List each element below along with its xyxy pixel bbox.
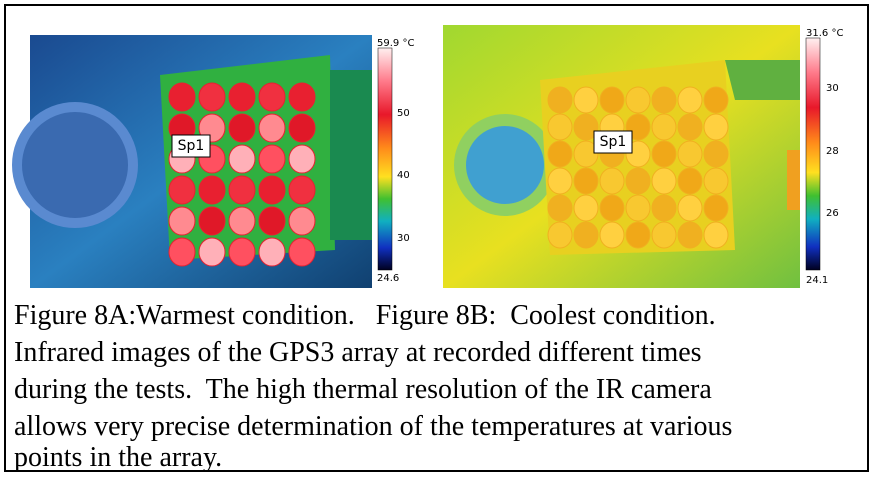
battery-cell xyxy=(289,238,315,266)
battery-cell xyxy=(600,168,624,194)
battery-cell xyxy=(548,195,572,221)
battery-cell xyxy=(199,176,225,204)
background-ring xyxy=(17,107,133,223)
battery-cell xyxy=(704,168,728,194)
colorbar-b xyxy=(806,38,820,270)
battery-cell xyxy=(574,87,598,113)
battery-cell xyxy=(600,222,624,248)
battery-cell xyxy=(678,141,702,167)
battery-cell xyxy=(199,207,225,235)
colorbar-label: 30 xyxy=(397,233,410,244)
battery-cell xyxy=(678,222,702,248)
battery-cell xyxy=(169,176,195,204)
battery-cell xyxy=(574,195,598,221)
colorbar-a xyxy=(378,48,392,270)
battery-cell xyxy=(289,176,315,204)
caption-line: Figure 8A:Warmest condition. Figure 8B: … xyxy=(14,300,716,331)
colorbar-label: 24.6 xyxy=(377,273,399,284)
caption-line: during the tests. The high thermal resol… xyxy=(14,374,712,405)
battery-cell xyxy=(704,222,728,248)
ir-image-a xyxy=(17,35,372,288)
colorbar-label: 30 xyxy=(826,83,839,94)
battery-cell xyxy=(259,238,285,266)
battery-cell xyxy=(652,195,676,221)
colorbar-label: 31.6 °C xyxy=(806,28,843,39)
hot-edge xyxy=(787,150,800,210)
battery-cell xyxy=(704,87,728,113)
battery-cell xyxy=(229,114,255,142)
battery-cell xyxy=(704,141,728,167)
battery-cell xyxy=(600,87,624,113)
battery-cell xyxy=(548,141,572,167)
colorbar-label: 26 xyxy=(826,208,839,219)
battery-cell xyxy=(704,195,728,221)
battery-cell xyxy=(600,195,624,221)
battery-cell xyxy=(548,222,572,248)
colorbar-label: 24.1 xyxy=(806,275,828,286)
spot-label: Sp1 xyxy=(178,138,205,154)
battery-cell xyxy=(259,114,285,142)
battery-cell xyxy=(626,222,650,248)
battery-cell xyxy=(678,195,702,221)
battery-cell xyxy=(548,114,572,140)
battery-cell xyxy=(259,145,285,173)
battery-cell xyxy=(548,168,572,194)
battery-cell xyxy=(199,83,225,111)
battery-cell xyxy=(229,207,255,235)
battery-cell xyxy=(574,222,598,248)
battery-cell xyxy=(626,168,650,194)
caption-line: Infrared images of the GPS3 array at rec… xyxy=(14,337,702,368)
spot-label: Sp1 xyxy=(600,134,627,150)
battery-cell xyxy=(229,145,255,173)
battery-cell xyxy=(652,222,676,248)
battery-cell xyxy=(259,176,285,204)
battery-cell xyxy=(574,168,598,194)
battery-cell xyxy=(289,114,315,142)
battery-cell xyxy=(652,168,676,194)
side-bracket xyxy=(725,60,800,100)
battery-cell xyxy=(229,83,255,111)
battery-cell xyxy=(199,238,225,266)
colorbar-label: 50 xyxy=(397,108,410,119)
battery-cell xyxy=(652,114,676,140)
battery-cell xyxy=(626,87,650,113)
battery-cell xyxy=(229,176,255,204)
battery-cell xyxy=(626,195,650,221)
battery-cell xyxy=(704,114,728,140)
battery-cell xyxy=(169,238,195,266)
battery-cell xyxy=(229,238,255,266)
page: 59.9 °C 50 40 30 24.6 Sp1 31.6 °C 30 28 … xyxy=(0,0,875,480)
battery-cell xyxy=(259,83,285,111)
battery-cell xyxy=(169,83,195,111)
battery-cell xyxy=(652,141,676,167)
colorbar-label: 28 xyxy=(826,146,839,157)
caption-line: allows very precise determination of the… xyxy=(14,411,732,442)
side-bracket xyxy=(330,70,372,240)
battery-cell xyxy=(678,114,702,140)
battery-cell xyxy=(289,83,315,111)
battery-cell xyxy=(289,207,315,235)
ir-image-b xyxy=(443,25,800,288)
battery-cell xyxy=(289,145,315,173)
battery-cell xyxy=(169,207,195,235)
battery-cell xyxy=(652,87,676,113)
colorbar-label: 59.9 °C xyxy=(377,38,414,49)
battery-cell xyxy=(678,87,702,113)
colorbar-label: 40 xyxy=(397,170,410,181)
battery-cell xyxy=(548,87,572,113)
caption-line: points in the array. xyxy=(14,442,222,473)
battery-cell xyxy=(259,207,285,235)
battery-cell xyxy=(678,168,702,194)
background-ring xyxy=(460,120,550,210)
